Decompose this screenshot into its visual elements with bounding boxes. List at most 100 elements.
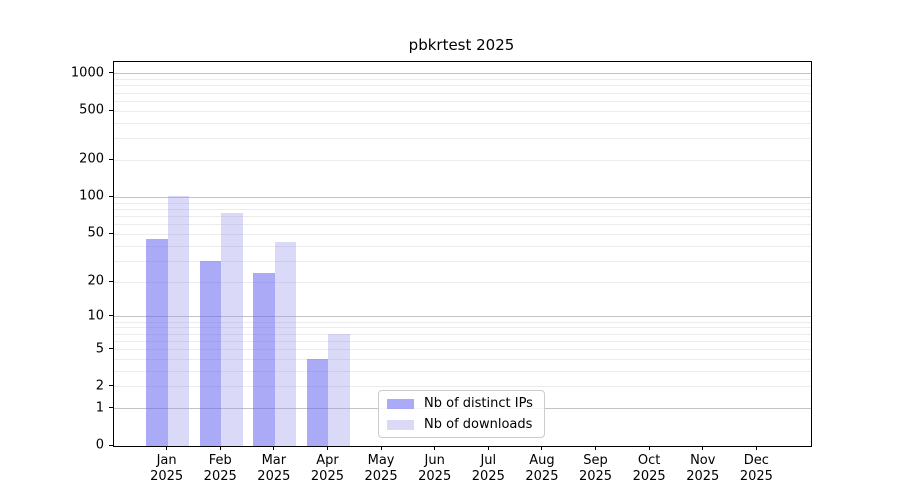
month-year: 2025 [471,469,505,484]
y-tick-mark [109,348,113,349]
legend: Nb of distinct IPs Nb of downloads [378,390,545,438]
month-year: 2025 [632,469,666,484]
y-tick-label: 200 [79,151,104,167]
y-tick-mark [109,72,113,74]
x-tick-mark [702,446,704,450]
x-tick-label-apr: Apr 2025 [297,453,357,485]
x-tick-mark [273,446,275,450]
y-tick-label: 100 [79,188,104,204]
bar-mar-distinct-ips [253,272,275,446]
month-name: Jan [156,453,177,468]
y-tick-label: 10 [87,308,104,324]
gridline-minor [114,79,811,81]
x-tick-label-feb: Feb 2025 [190,453,250,485]
y-tick-mark [109,407,113,409]
gridline-minor [114,349,811,350]
x-tick-mark [380,446,382,450]
gridline-minor [114,321,811,323]
x-tick-mark [648,446,650,450]
gridline-minor [114,260,811,262]
month-name: Jul [480,453,497,468]
bar-apr-distinct-ips [306,359,329,446]
legend-entry-downloads: Nb of downloads [387,416,536,433]
y-tick-label: 0 [95,437,104,453]
x-tick-label-may: May 2025 [351,453,411,485]
month-name: Feb [208,453,232,468]
legend-label-downloads: Nb of downloads [424,417,533,432]
y-tick-mark [109,315,113,317]
month-year: 2025 [310,469,344,484]
gridline-minor [114,122,811,124]
x-tick-mark [326,446,328,450]
x-tick-label-dec: Dec 2025 [726,453,786,485]
x-tick-mark [434,446,436,450]
x-tick-label-jul: Jul 2025 [458,453,518,485]
gridline-major [114,316,811,318]
legend-swatch-downloads [387,419,414,430]
month-year: 2025 [525,469,559,484]
legend-entry-distinct-ips: Nb of distinct IPs [387,395,536,412]
gridline-minor [114,202,811,204]
gridline-minor [114,208,811,210]
x-tick-label-nov: Nov 2025 [673,453,733,485]
x-tick-label-mar: Mar 2025 [244,453,304,485]
x-tick-mark [166,446,168,450]
month-name: Apr [316,453,339,468]
bar-mar-downloads [274,242,297,446]
x-tick-mark [755,446,757,450]
x-tick-label-oct: Oct 2025 [619,453,679,485]
month-name: Oct [637,453,661,468]
y-tick-label: 2 [95,378,104,394]
month-name: Sep [583,453,608,468]
y-tick-label: 20 [87,273,104,289]
y-tick-mark [109,280,113,282]
y-tick-label: 5 [95,341,104,356]
month-name: Aug [529,453,555,468]
month-year: 2025 [364,469,398,484]
bar-feb-distinct-ips [199,261,222,446]
y-tick-mark [109,109,113,111]
month-name: Dec [743,453,769,468]
month-year: 2025 [203,469,237,484]
gridline-minor [114,215,811,217]
x-tick-mark [487,446,489,450]
month-name: May [367,453,395,468]
gridline-minor [114,100,811,102]
gridline-minor [114,386,811,388]
gridline-minor [114,224,811,226]
legend-label-distinct-ips: Nb of distinct IPs [424,396,533,411]
gridline-minor [114,85,811,87]
gridline-minor [114,245,811,247]
gridline-minor [114,92,811,94]
x-tick-label-jun: Jun 2025 [405,453,465,485]
gridline-minor [114,281,811,283]
gridline-minor [114,340,811,342]
month-year: 2025 [150,469,184,484]
x-tick-mark [219,446,221,450]
month-year: 2025 [686,469,720,484]
y-tick-label: 1 [95,400,104,416]
bar-jan-downloads [167,195,190,446]
gridline-major [114,196,811,198]
gridline-minor [114,233,811,235]
x-tick-mark [595,446,597,450]
x-tick-label-sep: Sep 2025 [566,453,626,485]
legend-swatch-distinct-ips [387,398,414,409]
gridline-minor [114,138,811,140]
gridline-minor [114,327,811,329]
bar-feb-downloads [221,212,243,446]
bar-apr-downloads [328,334,350,446]
bar-jan-distinct-ips [146,238,168,446]
month-year: 2025 [257,469,291,484]
gridline-minor [114,370,811,372]
gridline-minor [114,333,811,335]
y-tick-mark [109,444,113,446]
y-tick-label: 50 [87,225,104,241]
gridline-minor [114,159,811,161]
x-tick-label-aug: Aug 2025 [512,453,572,485]
gridline-minor [114,110,811,112]
y-tick-mark [109,232,113,234]
month-year: 2025 [578,469,613,484]
y-tick-mark [109,385,113,387]
